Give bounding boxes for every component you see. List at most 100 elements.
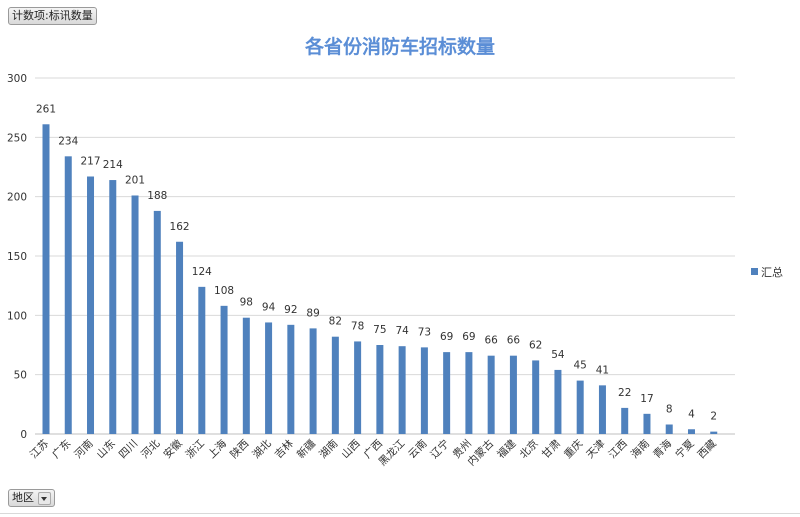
data-label: 234 bbox=[58, 135, 78, 147]
x-tick-label: 四川 bbox=[117, 438, 140, 461]
x-tick-label: 黑龙江 bbox=[376, 437, 408, 469]
data-label: 108 bbox=[214, 285, 234, 297]
data-label: 69 bbox=[440, 331, 453, 343]
data-label: 17 bbox=[640, 393, 653, 405]
bar bbox=[42, 124, 50, 434]
bar bbox=[331, 336, 339, 434]
chart-title: 各省份消防车招标数量 bbox=[304, 35, 495, 58]
data-label: 82 bbox=[329, 316, 342, 328]
x-tick-label: 江苏 bbox=[27, 437, 51, 461]
x-tick-label: 吉林 bbox=[272, 437, 296, 461]
bar bbox=[176, 241, 184, 434]
data-label: 45 bbox=[574, 360, 587, 372]
x-tick-label: 广东 bbox=[49, 437, 73, 461]
data-label: 69 bbox=[462, 331, 475, 343]
y-tick-label: 100 bbox=[7, 310, 27, 322]
bar bbox=[465, 352, 473, 434]
bar bbox=[643, 413, 651, 434]
data-label: 201 bbox=[125, 174, 145, 186]
x-tick-label: 浙江 bbox=[184, 437, 208, 461]
x-tick-label: 安徽 bbox=[161, 437, 185, 461]
bar bbox=[354, 341, 362, 434]
x-tick-label: 北京 bbox=[517, 437, 541, 461]
bar bbox=[443, 352, 451, 434]
bar bbox=[87, 176, 95, 434]
bar bbox=[621, 407, 629, 434]
x-tick-label: 宁夏 bbox=[673, 437, 697, 461]
bar bbox=[109, 180, 117, 434]
bar bbox=[398, 346, 406, 434]
data-label: 92 bbox=[284, 304, 297, 316]
data-label: 188 bbox=[147, 190, 167, 202]
y-tick-label: 0 bbox=[20, 429, 27, 441]
data-label: 54 bbox=[551, 349, 565, 361]
value-field-button[interactable]: 计数项:标讯数量 bbox=[8, 7, 97, 25]
data-label: 94 bbox=[262, 301, 276, 313]
x-axis: 江苏广东河南山东四川河北安徽浙江上海陕西湖北吉林新疆湖南山西广西黑龙江云南辽宁贵… bbox=[27, 437, 719, 469]
y-tick-label: 200 bbox=[7, 192, 27, 204]
x-tick-label: 湖南 bbox=[316, 437, 340, 461]
y-tick-label: 250 bbox=[7, 132, 27, 144]
legend: 汇总 bbox=[751, 265, 783, 279]
data-label: 75 bbox=[373, 324, 386, 336]
data-label: 4 bbox=[688, 408, 695, 420]
gridlines bbox=[35, 77, 735, 435]
bar bbox=[131, 195, 139, 434]
x-tick-label: 江西 bbox=[606, 438, 629, 461]
bar bbox=[665, 424, 673, 434]
bar bbox=[532, 360, 540, 434]
y-tick-label: 150 bbox=[7, 251, 27, 263]
data-label: 41 bbox=[596, 364, 609, 376]
x-tick-label: 新疆 bbox=[294, 437, 318, 461]
bar bbox=[376, 345, 384, 434]
x-tick-label: 西藏 bbox=[696, 437, 720, 461]
bar bbox=[153, 210, 161, 434]
bar bbox=[554, 369, 562, 434]
x-tick-label: 河南 bbox=[72, 437, 96, 461]
bar bbox=[198, 286, 206, 434]
data-label: 74 bbox=[395, 325, 409, 337]
x-tick-label: 上海 bbox=[205, 437, 229, 461]
x-tick-label: 福建 bbox=[494, 437, 518, 461]
x-tick-label: 辽宁 bbox=[428, 437, 452, 461]
bar bbox=[420, 347, 428, 434]
x-tick-label: 重庆 bbox=[561, 437, 585, 461]
y-tick-label: 50 bbox=[14, 370, 27, 382]
bar bbox=[309, 328, 317, 434]
x-tick-label: 甘肃 bbox=[539, 437, 563, 461]
bar bbox=[287, 324, 295, 434]
bar bbox=[598, 385, 606, 434]
data-label: 217 bbox=[80, 155, 100, 167]
bar bbox=[265, 322, 273, 434]
bar bbox=[576, 380, 584, 434]
data-label: 78 bbox=[351, 320, 364, 332]
x-tick-label: 陕西 bbox=[227, 437, 251, 461]
x-tick-label: 青海 bbox=[650, 437, 674, 461]
axis-field-dropdown[interactable]: 地区 bbox=[8, 489, 55, 507]
axis-field-label: 地区 bbox=[12, 491, 34, 504]
data-label: 2 bbox=[710, 411, 717, 423]
data-label: 62 bbox=[529, 339, 542, 351]
y-axis: 0 50 100 150 200 250 300 bbox=[7, 73, 27, 441]
bar bbox=[509, 355, 517, 434]
x-tick-label: 海南 bbox=[628, 437, 652, 461]
x-tick-label: 河北 bbox=[139, 437, 163, 461]
data-label: 124 bbox=[192, 266, 212, 278]
x-tick-label: 云南 bbox=[405, 437, 429, 461]
value-field-label: 计数项:标讯数量 bbox=[12, 9, 93, 22]
chevron-down-icon[interactable] bbox=[38, 491, 51, 505]
bar bbox=[710, 431, 718, 434]
data-label: 66 bbox=[507, 335, 521, 347]
x-tick-label: 山东 bbox=[94, 437, 118, 461]
data-label: 162 bbox=[170, 221, 190, 233]
data-label: 66 bbox=[484, 335, 498, 347]
bar bbox=[687, 429, 695, 434]
data-label: 261 bbox=[36, 103, 56, 115]
data-label: 22 bbox=[618, 387, 631, 399]
bar bbox=[487, 355, 495, 434]
legend-label: 汇总 bbox=[761, 265, 783, 279]
bar bbox=[220, 305, 228, 434]
legend-swatch bbox=[751, 268, 758, 275]
bar bbox=[64, 156, 72, 434]
